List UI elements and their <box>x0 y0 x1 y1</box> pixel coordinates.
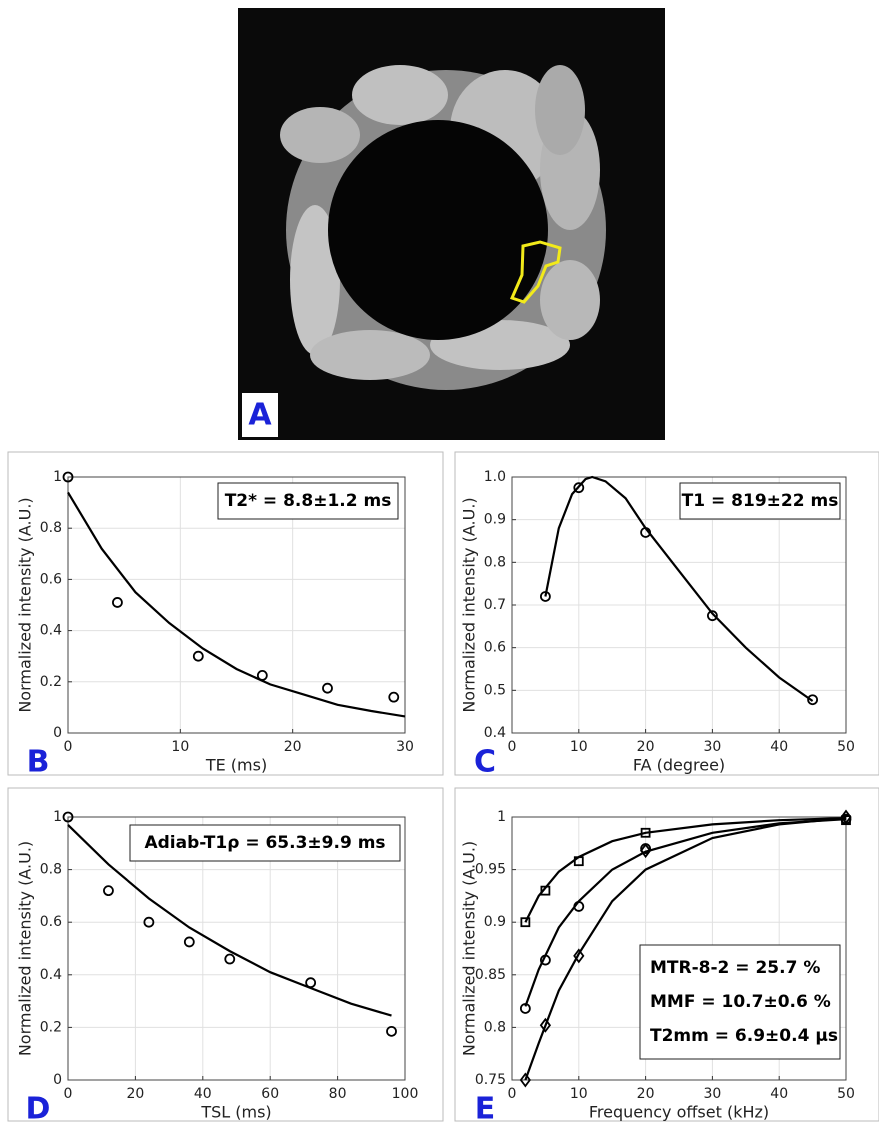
chart-panel: 0 10 20 30 0 0.2 0.4 0.6 0.8 1 TE (ms) Normalized i… <box>8 452 443 780</box>
annotation: Adiab-T1ρ = 65.3±9.9 ms <box>144 833 385 853</box>
y-tick-label: 0.9 <box>484 914 506 930</box>
x-tick-label: 10 <box>171 739 189 755</box>
y-tick-label: 0.2 <box>40 674 62 690</box>
panel-label: E <box>475 1092 496 1125</box>
y-tick-label: 1.0 <box>484 469 506 485</box>
x-tick-label: 100 <box>392 1086 419 1102</box>
chart-panel: 0 10 20 30 40 50 0.75 0.8 0.85 0.9 0.95 1 Frequency … <box>455 788 879 1125</box>
y-tick-label: 0.8 <box>484 554 506 570</box>
x-tick-label: 10 <box>570 1086 588 1102</box>
chart-panel: 0 10 20 30 40 50 0.4 0.5 0.6 0.7 0.8 0.9 1.0 FA (degr… <box>455 452 879 780</box>
x-tick-label: 30 <box>703 1086 721 1102</box>
x-tick-label: 40 <box>770 1086 788 1102</box>
x-tick-label: 20 <box>284 739 302 755</box>
y-tick-label: 0.6 <box>40 571 62 587</box>
y-tick-label: 0.8 <box>484 1019 506 1035</box>
x-tick-label: 50 <box>837 1086 855 1102</box>
x-axis-label: FA (degree) <box>633 756 725 775</box>
x-axis-label: TSL (ms) <box>200 1103 271 1122</box>
y-tick-label: 0.4 <box>484 725 506 741</box>
y-axis-label: Normalized intensity (A.U.) <box>460 841 479 1056</box>
y-tick-label: 0.8 <box>40 862 62 878</box>
y-tick-label: 0.4 <box>40 623 62 639</box>
y-tick-label: 0.5 <box>484 682 506 698</box>
mri-image: A <box>238 8 665 440</box>
x-tick-label: 20 <box>637 739 655 755</box>
x-tick-label: 20 <box>637 1086 655 1102</box>
y-tick-label: 0.8 <box>40 520 62 536</box>
x-tick-label: 0 <box>64 1086 73 1102</box>
x-tick-label: 30 <box>703 739 721 755</box>
figure: A 010203000.20.40.60.81TE (ms)Normalized… <box>0 0 879 1125</box>
x-tick-label: 80 <box>329 1086 347 1102</box>
x-axis-label: TE (ms) <box>205 756 267 775</box>
y-axis-label: Normalized intensity (A.U.) <box>16 841 35 1056</box>
y-tick-label: 0.7 <box>484 597 506 613</box>
x-tick-label: 40 <box>194 1086 212 1102</box>
annotation: T2mm = 6.9±0.4 µs <box>650 1026 838 1046</box>
annotation: T1 = 819±22 ms <box>682 491 839 511</box>
y-tick-label: 0.75 <box>475 1072 506 1088</box>
x-tick-label: 0 <box>64 739 73 755</box>
x-tick-label: 30 <box>396 739 414 755</box>
y-tick-label: 0.6 <box>484 640 506 656</box>
annotation: MMF = 10.7±0.6 % <box>650 992 831 1012</box>
panel-label: C <box>474 745 496 780</box>
x-tick-label: 20 <box>126 1086 144 1102</box>
x-tick-label: 50 <box>837 739 855 755</box>
y-tick-label: 0.6 <box>40 914 62 930</box>
x-tick-label: 0 <box>508 739 517 755</box>
y-tick-label: 0 <box>53 725 62 741</box>
panel-label: A <box>248 398 272 433</box>
y-tick-label: 1 <box>497 809 506 825</box>
y-tick-label: 1 <box>53 809 62 825</box>
x-axis-label: Frequency offset (kHz) <box>589 1103 769 1122</box>
y-tick-label: 0.9 <box>484 512 506 528</box>
x-tick-label: 0 <box>508 1086 517 1102</box>
x-tick-label: 10 <box>570 739 588 755</box>
x-tick-label: 60 <box>261 1086 279 1102</box>
y-axis-label: Normalized intensity (A.U.) <box>16 497 35 712</box>
x-tick-label: 40 <box>770 739 788 755</box>
y-tick-label: 0.2 <box>40 1019 62 1035</box>
panel-label: D <box>26 1092 51 1125</box>
annotation: MTR-8-2 = 25.7 % <box>650 958 820 978</box>
y-tick-label: 1 <box>53 469 62 485</box>
y-tick-label: 0.95 <box>475 862 506 878</box>
y-axis-label: Normalized intensity (A.U.) <box>460 497 479 712</box>
chart-panel: 0 20 40 60 80 100 0 0.2 0.4 0.6 0.8 1 TSL (ms) Normal… <box>8 788 443 1125</box>
panel-label: B <box>27 745 50 780</box>
y-tick-label: 0.85 <box>475 967 506 983</box>
annotation: T2* = 8.8±1.2 ms <box>225 491 392 511</box>
y-tick-label: 0 <box>53 1072 62 1088</box>
y-tick-label: 0.4 <box>40 967 62 983</box>
